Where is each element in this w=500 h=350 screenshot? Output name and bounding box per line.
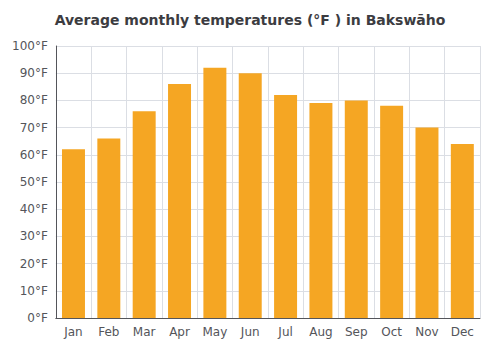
svg-text:10°F: 10°F <box>20 284 48 298</box>
svg-text:Nov: Nov <box>415 325 438 339</box>
svg-text:Jan: Jan <box>63 325 83 339</box>
svg-text:30°F: 30°F <box>20 229 48 243</box>
svg-text:Jun: Jun <box>240 325 260 339</box>
svg-text:90°F: 90°F <box>20 66 48 80</box>
svg-text:May: May <box>202 325 227 339</box>
svg-text:100°F: 100°F <box>12 39 48 53</box>
svg-text:Dec: Dec <box>451 325 474 339</box>
svg-text:0°F: 0°F <box>27 311 48 325</box>
svg-text:Feb: Feb <box>98 325 119 339</box>
svg-text:Sep: Sep <box>345 325 368 339</box>
svg-text:80°F: 80°F <box>20 93 48 107</box>
svg-text:Aug: Aug <box>309 325 332 339</box>
svg-text:Apr: Apr <box>169 325 190 339</box>
svg-text:60°F: 60°F <box>20 148 48 162</box>
svg-text:50°F: 50°F <box>20 175 48 189</box>
svg-text:Oct: Oct <box>381 325 402 339</box>
svg-text:Mar: Mar <box>133 325 156 339</box>
svg-text:40°F: 40°F <box>20 202 48 216</box>
svg-text:20°F: 20°F <box>20 257 48 271</box>
svg-text:Average monthly temperatures (: Average monthly temperatures (°F ) in Ba… <box>55 12 446 28</box>
svg-text:70°F: 70°F <box>20 121 48 135</box>
svg-text:Jul: Jul <box>277 325 292 339</box>
